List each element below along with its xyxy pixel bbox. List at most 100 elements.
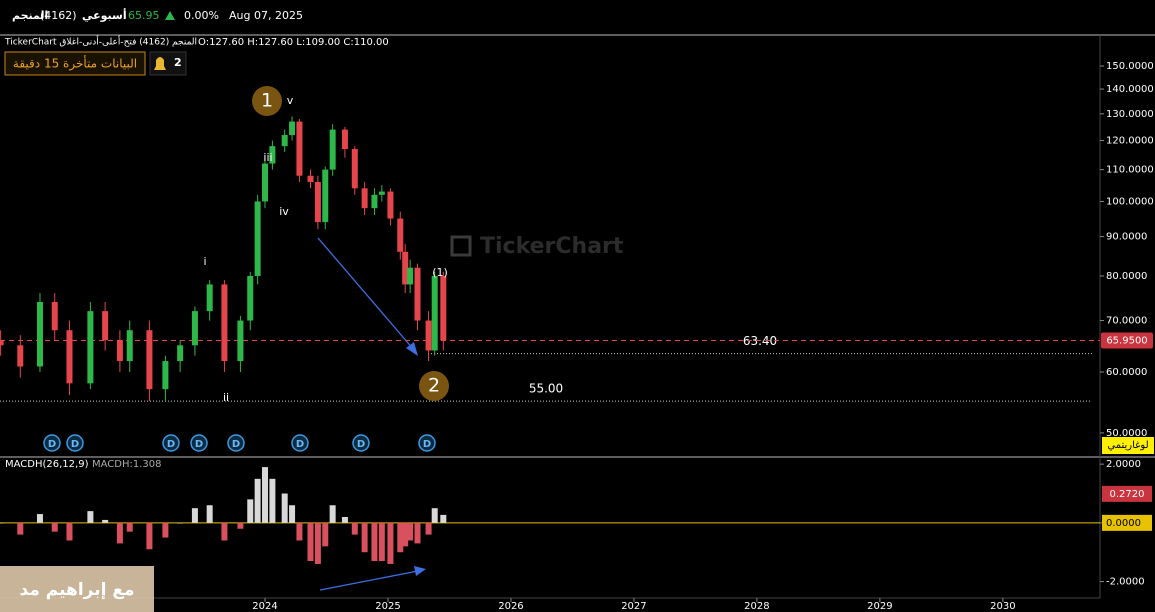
level-label: 55.00 [529, 382, 563, 396]
watermark-logo [450, 235, 472, 257]
watermark: TickerChart [480, 234, 624, 259]
code: (4162) [40, 9, 77, 22]
x-tick-label: 2024 [252, 601, 277, 612]
candle-body [51, 301, 58, 331]
histogram-bar [407, 522, 414, 541]
histogram-bar [0, 522, 4, 524]
macd-current: MACDH:1.308 [92, 459, 162, 470]
last-price-label: 65.9500 [1106, 335, 1147, 346]
histogram-bar [102, 519, 109, 523]
candle-body [116, 340, 123, 362]
histogram-bar [281, 493, 288, 523]
candle-body [378, 191, 385, 195]
dividend-marker [227, 434, 245, 452]
candle-body [289, 121, 296, 136]
last-value-box [1102, 485, 1152, 502]
change: 0.00% [184, 9, 219, 22]
dividend-marker [352, 434, 370, 452]
histogram-bar [397, 522, 404, 553]
candle-body [269, 146, 276, 164]
y-tick-label: 110.0000 [1106, 165, 1154, 176]
candle-body [177, 345, 184, 362]
y-tick-label: 50.0000 [1106, 428, 1147, 439]
candle-body [87, 311, 94, 384]
histogram-bar [314, 522, 321, 564]
alert-count: 2 [174, 56, 182, 69]
histogram-bar [329, 505, 336, 523]
dividend-marker [43, 434, 61, 452]
histogram-bar [177, 522, 184, 524]
candle-body [206, 284, 213, 312]
candle-body [440, 275, 447, 341]
candle-body [431, 275, 438, 351]
y-tick-label: 130.0000 [1106, 109, 1154, 120]
histogram-bar [87, 511, 94, 523]
wave-label: 1 [261, 90, 273, 112]
wave-label: ii [223, 391, 229, 404]
candle-body [221, 284, 228, 362]
candle-body [387, 191, 394, 219]
candle-body [322, 169, 329, 223]
candle-body [191, 311, 198, 346]
wave-label: iii [263, 151, 272, 164]
candle-body [425, 320, 432, 351]
y-tick-label: 120.0000 [1106, 136, 1154, 147]
candle-body [66, 330, 73, 384]
price: 65.95 [128, 9, 160, 22]
histogram-bar [351, 522, 358, 535]
histogram-bar [296, 522, 303, 541]
overlay-text: مع إبراهيم مد [20, 580, 135, 600]
wave-label: (1) [432, 266, 448, 279]
last-value-label: 0.2720 [1110, 489, 1145, 500]
candle-body [102, 311, 109, 341]
candle-body [402, 251, 409, 285]
candle-body [36, 301, 43, 367]
y-tick-label: 80.0000 [1106, 271, 1147, 282]
histogram-bar [440, 514, 447, 523]
x-tick-label: 2026 [498, 601, 523, 612]
candle-body [126, 330, 133, 362]
histogram-bar [237, 522, 244, 529]
histogram-bar [307, 522, 314, 562]
bell-icon [154, 57, 166, 70]
histogram-bar [289, 505, 296, 523]
histogram-bar [402, 522, 409, 547]
dividend-marker [291, 434, 309, 452]
candle-body [281, 135, 288, 147]
trend-arrow [317, 237, 415, 351]
dividend-marker [66, 434, 84, 452]
wave-circle [419, 371, 449, 401]
histogram-bar [269, 478, 276, 523]
histogram-bar [431, 508, 438, 523]
delay-badge[interactable] [4, 51, 146, 76]
histogram-bar [126, 522, 133, 532]
histogram-bar [262, 467, 269, 523]
y-tick-label: -2.0000 [1106, 577, 1145, 588]
candle-body [341, 129, 348, 149]
histogram-bar [116, 522, 123, 544]
y-tick-label: 100.0000 [1106, 196, 1154, 207]
candle-body [314, 181, 321, 223]
histogram-bar [425, 522, 432, 535]
histogram-bar [162, 522, 169, 538]
candle-body [146, 330, 153, 390]
dividend-marker [162, 434, 180, 452]
dividend-label: D [195, 439, 203, 450]
y-tick-label: 0.0000 [1106, 518, 1141, 529]
candle-body [407, 267, 414, 285]
histogram-bar [341, 516, 348, 523]
wave-label: iv [279, 205, 289, 218]
candle-body [247, 275, 254, 321]
candle-body [351, 148, 358, 189]
x-tick-label: 2027 [621, 601, 646, 612]
candle-body [329, 129, 336, 170]
x-tick-label: 2029 [867, 601, 892, 612]
candle-body [17, 345, 24, 367]
histogram-bar [36, 514, 43, 523]
candle-body [254, 201, 261, 276]
candle-body [371, 194, 378, 209]
date: Aug 07, 2025 [229, 9, 303, 22]
histogram-bar [378, 522, 385, 562]
histogram-bar [17, 522, 24, 535]
